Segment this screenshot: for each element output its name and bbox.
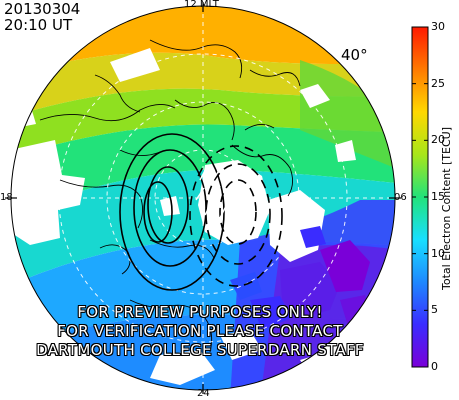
mlt-label-top: 12 MLT: [184, 0, 219, 10]
mlt-tick-marks: [5, 2, 401, 394]
watermark-line-1: FOR PREVIEW PURPOSES ONLY!: [77, 303, 323, 321]
colorbar-tick-label: 20: [431, 133, 445, 147]
colorbar: [411, 26, 429, 368]
colorbar-title: Total Electron Content [TECU]: [440, 126, 453, 290]
mlt-label-left: 18: [0, 192, 13, 203]
velocity-vectors: [195, 164, 227, 219]
colorbar-tick-label: 25: [431, 76, 445, 90]
watermark-line-3: DARTMOUTH COLLEGE SUPERDARN STAFF: [36, 341, 364, 359]
date-label: 20130304: [4, 0, 81, 18]
colorbar-tick-label: 0: [431, 360, 438, 373]
colorbar-tick-label: 5: [431, 303, 438, 317]
time-label: 20:10 UT: [4, 16, 73, 34]
mlt-label-bottom: 24: [197, 388, 210, 399]
latitude-label: 40°: [341, 46, 368, 64]
mlt-label-right: 06: [394, 192, 407, 203]
watermark-line-2: FOR VERIFICATION PLEASE CONTACT: [57, 322, 343, 340]
colorbar-tick-label: 30: [431, 20, 445, 33]
convection-contours-dashed: [189, 145, 283, 287]
latitude-longitude-grid: [11, 6, 395, 390]
colorbar-tick-label: 15: [431, 190, 445, 203]
tec-band-mid: [300, 60, 395, 170]
colorbar-ticks: [412, 26, 428, 368]
colorbar-tick-label: 10: [431, 246, 445, 260]
